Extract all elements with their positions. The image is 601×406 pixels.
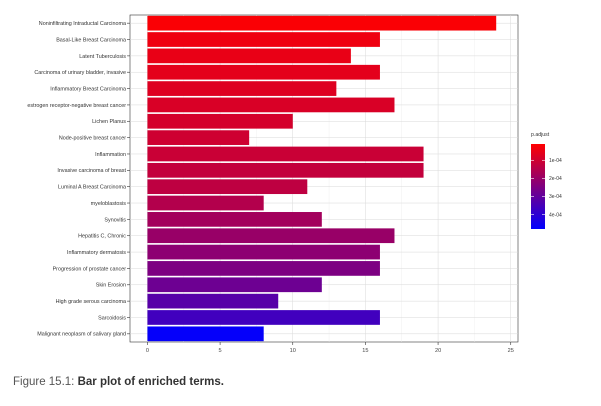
bar [147, 48, 351, 64]
category-label: Latent Tuberculosis [79, 54, 126, 60]
category-label: Inflammation [95, 152, 126, 158]
category-label: Inflammatory Breast Carcinoma [50, 86, 126, 92]
plot-panel [129, 14, 519, 343]
bar [147, 97, 395, 113]
category-label: myeloblastosis [91, 201, 127, 207]
figure-caption: Figure 15.1: Bar plot of enriched terms. [13, 376, 224, 388]
category-label: Skin Erosion [96, 283, 126, 289]
x-tick-label: 5 [219, 348, 222, 354]
bar [147, 261, 380, 276]
category-label: Sarcoidosis [98, 315, 126, 321]
category-label: Node-positive breast cancer [59, 136, 126, 142]
bar [147, 244, 380, 260]
category-label: High grade serous carcinoma [56, 299, 126, 305]
category-labels: Noninfiltrating Intraductal Carcinoma Bas… [27, 21, 130, 338]
bar [147, 195, 264, 211]
category-label: Noninfiltrating Intraductal Carcinoma [39, 21, 126, 27]
legend-colorbar [531, 144, 545, 229]
category-label: estrogen receptor-negative breast cancer [27, 103, 126, 109]
x-axis-ticks: 0 5 10 15 20 25 [146, 342, 514, 354]
bar [147, 113, 293, 129]
caption-label: Figure 15.1: [13, 376, 78, 388]
bar [147, 32, 380, 47]
category-label: Hepatitis C, Chronic [78, 234, 126, 240]
bar [147, 212, 322, 227]
bar [147, 310, 380, 325]
legend-tick-label: 4e-04 [549, 212, 562, 218]
category-label: Progression of prostate cancer [53, 266, 127, 272]
category-label: Invasive carcinoma of breast [57, 168, 126, 174]
bar [147, 15, 497, 31]
x-tick-label: 25 [508, 348, 514, 354]
x-tick-label: 15 [362, 348, 368, 354]
category-label: Lichen Planus [92, 119, 126, 125]
category-label: Basal-Like Breast Carcinoma [56, 37, 126, 43]
bars [147, 15, 497, 342]
bar [147, 162, 424, 178]
category-label: Carcinoma of urinary bladder, invasive [34, 70, 126, 76]
category-label: Malignant neoplasm of salivary gland [37, 332, 126, 338]
bar [147, 326, 264, 342]
bar [147, 64, 380, 80]
legend-tick-label: 3e-04 [549, 194, 562, 200]
legend-tick-label: 1e-04 [549, 158, 562, 164]
bar [147, 293, 279, 309]
category-label: Synovitis [104, 217, 126, 223]
bar [147, 130, 250, 145]
x-tick-label: 10 [290, 348, 296, 354]
bar [147, 179, 308, 195]
bar [147, 146, 424, 162]
x-tick-label: 20 [435, 348, 441, 354]
legend-title: p.adjust [531, 132, 550, 138]
category-label: Inflammatory dermatosis [67, 250, 126, 256]
bar [147, 81, 337, 96]
caption-title: Bar plot of enriched terms. [77, 376, 224, 388]
legend: p.adjust 1e-04 2e-04 3e-04 4e-04 [531, 132, 562, 229]
bar [147, 228, 395, 244]
x-tick-label: 0 [146, 348, 149, 354]
legend-ticks: 1e-04 2e-04 3e-04 4e-04 [531, 158, 562, 218]
legend-tick-label: 2e-04 [549, 176, 562, 182]
category-label: Luminal A Breast Carcinoma [58, 185, 126, 191]
bar [147, 277, 322, 293]
